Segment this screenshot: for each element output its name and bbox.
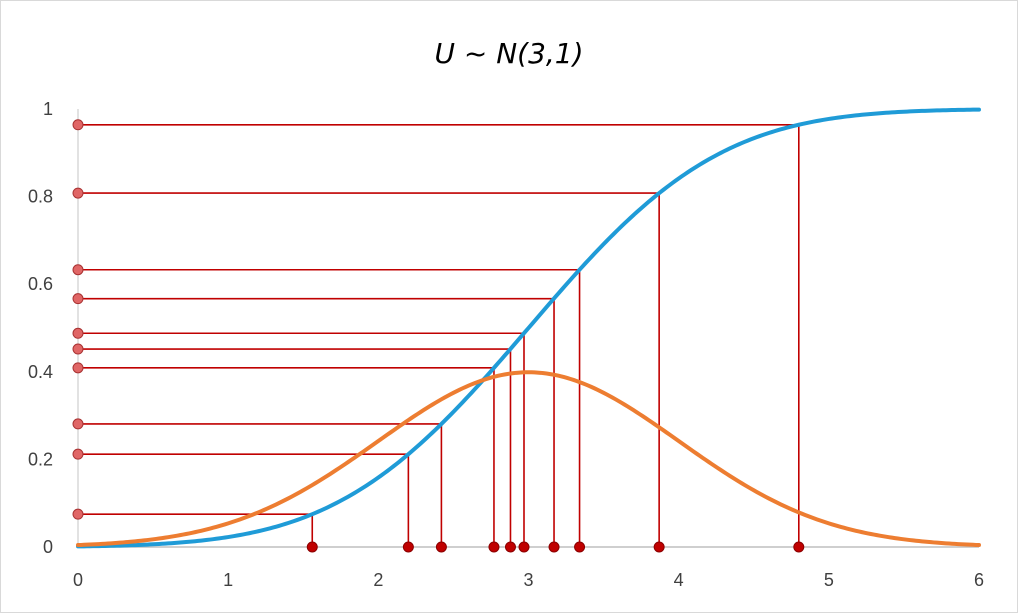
x-tick-label: 2: [373, 570, 383, 590]
sample-x-marker: [548, 541, 560, 553]
sample-x-marker: [402, 541, 414, 553]
y-tick-label: 0.4: [28, 362, 53, 382]
sample-x-marker: [518, 541, 530, 553]
y-tick-label: 1: [43, 99, 53, 119]
sample-y-marker: [72, 264, 84, 276]
sample-guide-lines: [78, 123, 800, 547]
sample-y-marker: [72, 508, 84, 520]
x-tick-label: 6: [974, 570, 984, 590]
x-tick-label: 3: [523, 570, 533, 590]
y-tick-label: 0.8: [28, 187, 53, 207]
sample-x-marker: [793, 541, 805, 553]
x-tick-label: 5: [824, 570, 834, 590]
sample-y-marker: [72, 119, 84, 131]
sample-y-marker: [72, 293, 84, 305]
y-tick-label: 0: [43, 537, 53, 557]
sample-x-marker: [306, 541, 318, 553]
x-tick-label: 4: [674, 570, 684, 590]
y-tick-label: 0.2: [28, 449, 53, 469]
distribution-curves: [76, 107, 981, 549]
sample-y-marker: [72, 448, 84, 460]
x-tick-label: 1: [223, 570, 233, 590]
pdf-curve: [76, 370, 981, 548]
x-tick-label: 0: [73, 570, 83, 590]
sample-y-marker: [72, 187, 84, 199]
tick-labels: 0 1 2 3 4 5 6 0 0.2 0.4 0.6 0.8 1: [28, 99, 984, 590]
cdf-curve: [76, 107, 981, 549]
sample-y-marker: [72, 418, 84, 430]
sample-x-marker: [488, 541, 500, 553]
y-tick-label: 0.6: [28, 274, 53, 294]
sample-markers: [72, 119, 805, 553]
sample-x-marker: [435, 541, 447, 553]
sample-y-marker: [72, 362, 84, 374]
sample-x-marker: [504, 541, 516, 553]
sample-y-marker: [72, 343, 84, 355]
sample-x-marker: [653, 541, 665, 553]
sample-x-marker: [574, 541, 586, 553]
sample-y-marker: [72, 327, 84, 339]
chart-title: U ~ N(3,1): [434, 37, 583, 70]
